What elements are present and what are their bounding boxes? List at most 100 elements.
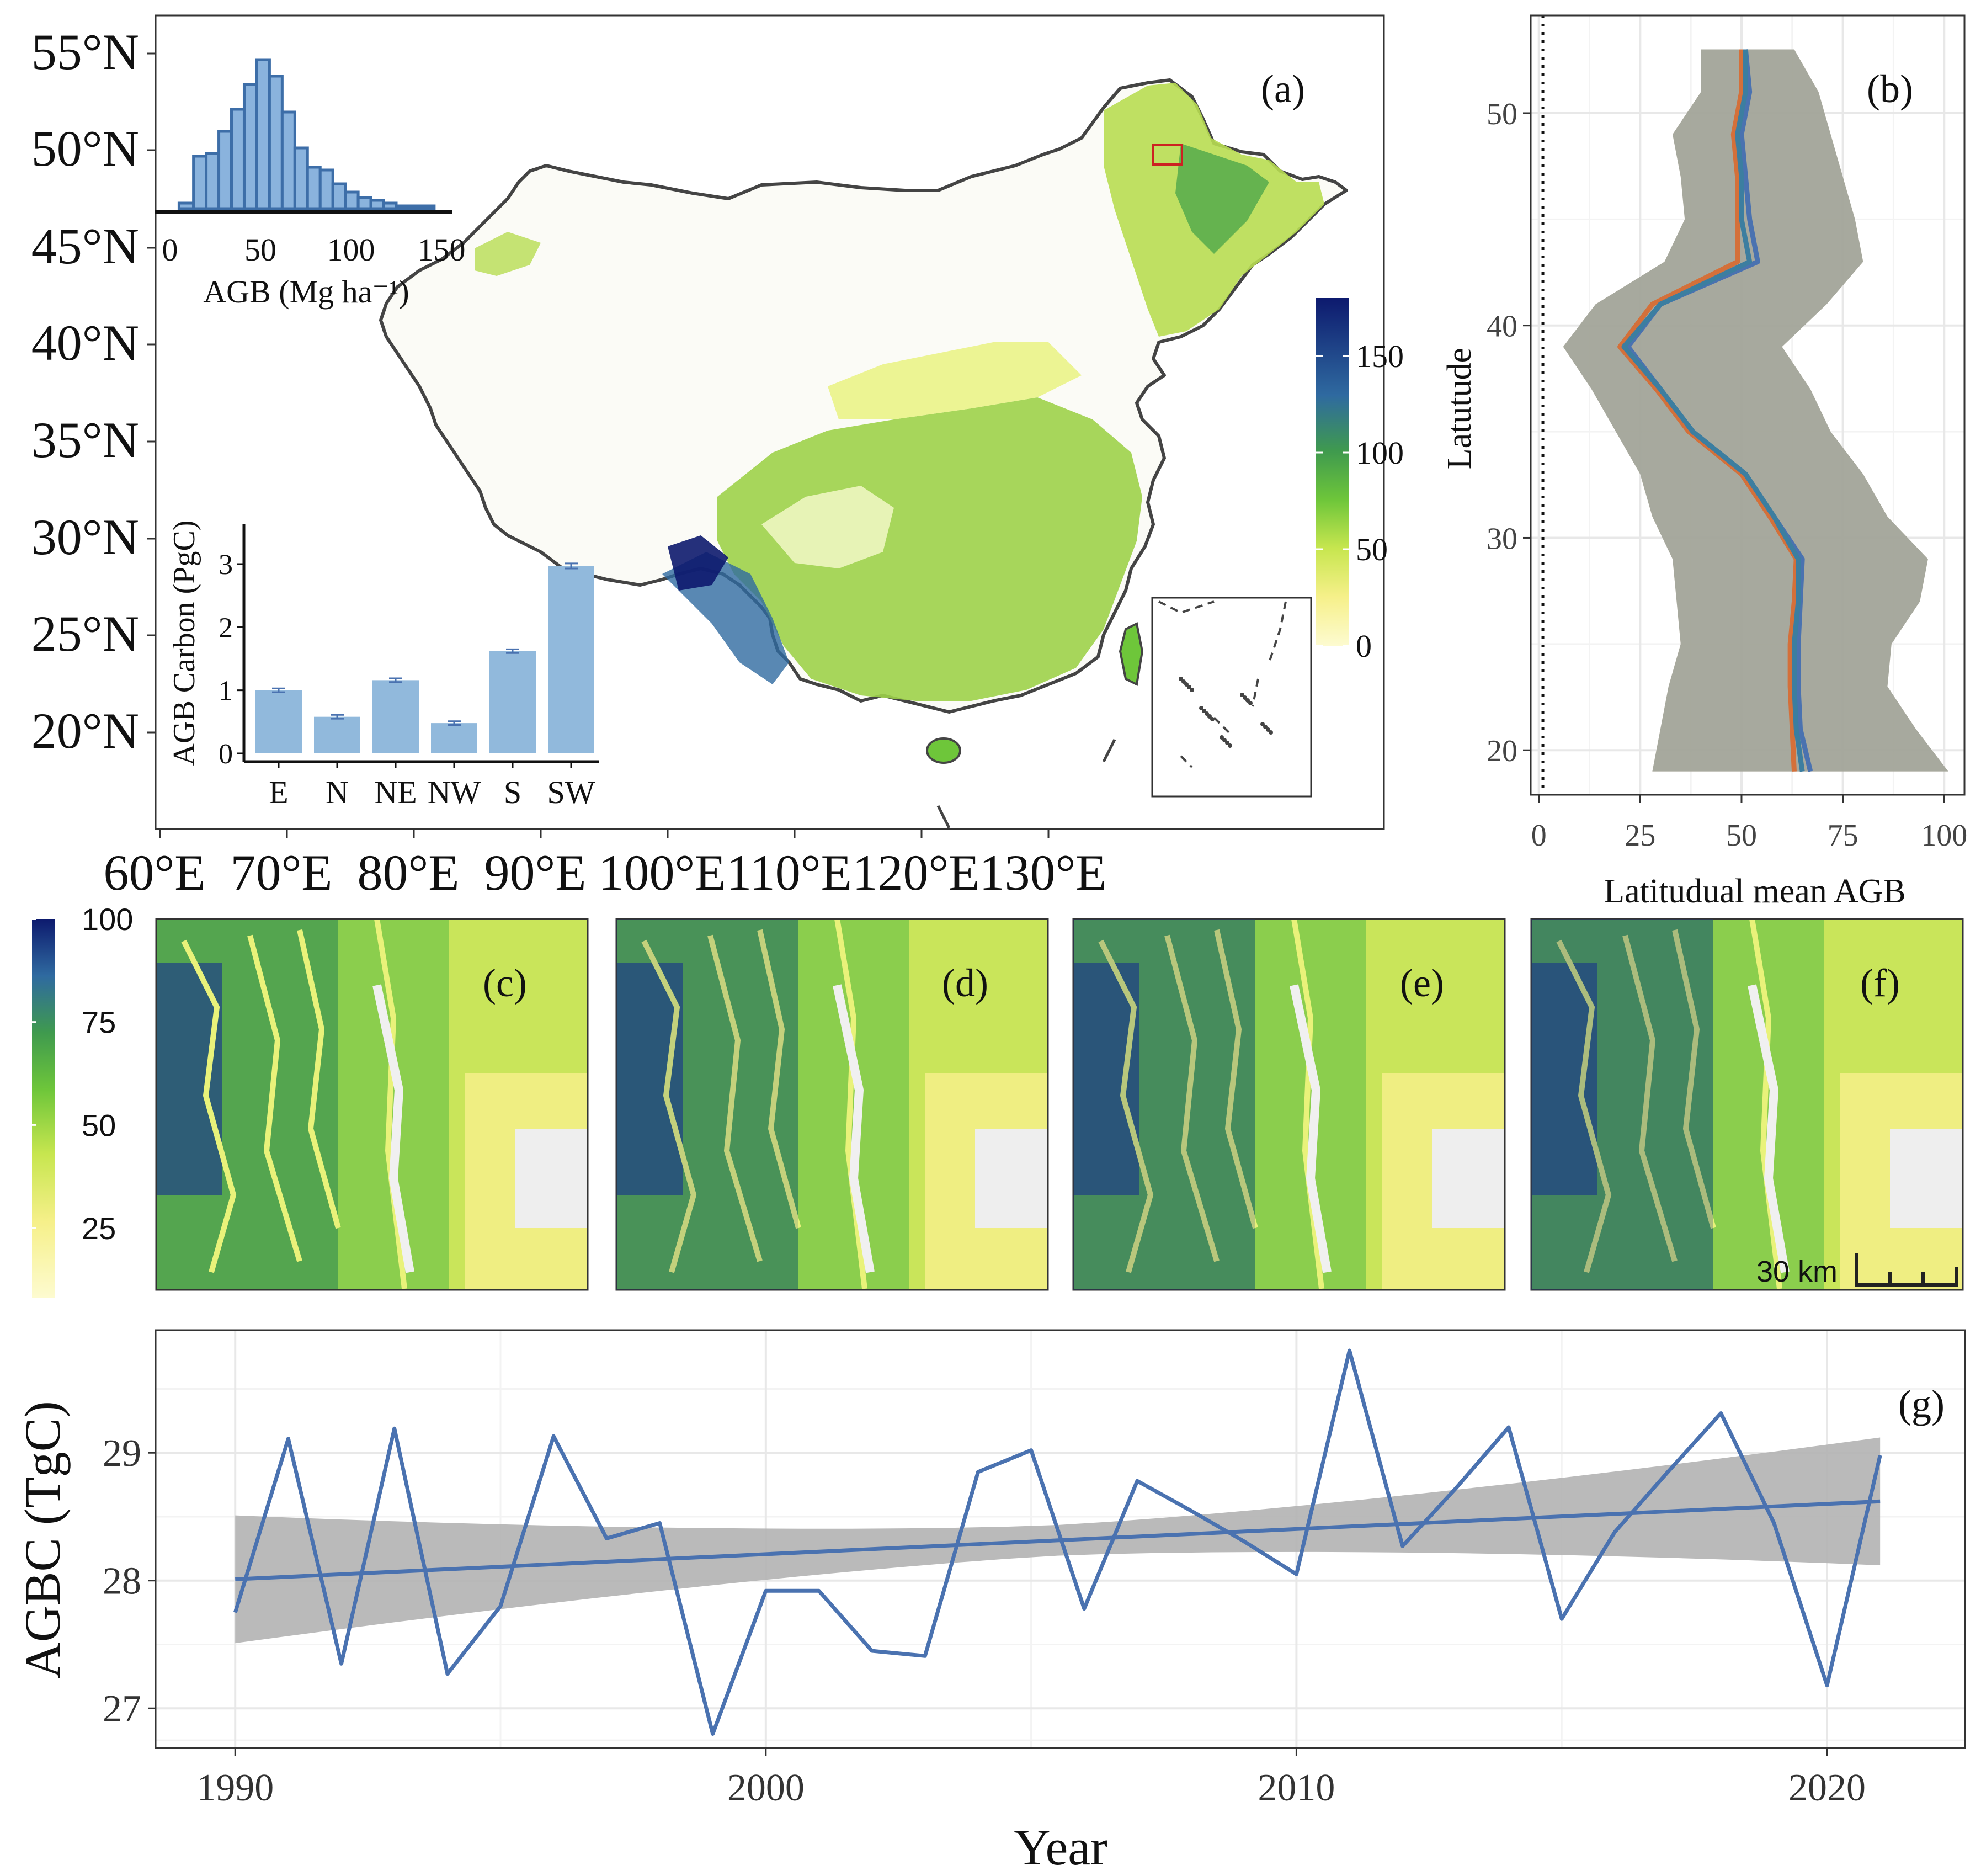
inset-island	[1228, 743, 1232, 748]
bar-inset-bar	[548, 566, 594, 753]
histogram-bar	[318, 168, 334, 210]
bar-inset-category: NE	[374, 774, 417, 810]
inset-coastline	[1158, 600, 1287, 768]
inset-island	[1210, 717, 1215, 721]
inset-island	[1245, 698, 1250, 703]
bar-inset-ytick-label: 0	[219, 738, 233, 770]
inset-island	[1207, 714, 1212, 719]
panel-g-agbc-line	[233, 1348, 1882, 1736]
colorbar-label: 150	[1356, 338, 1404, 374]
cf-map-c: (c)	[155, 918, 589, 1291]
cf-map-tag: (c)	[483, 961, 527, 1005]
cf-map-e: (e)	[1072, 918, 1506, 1291]
panel-b-xtick-label: 0	[1531, 819, 1547, 853]
histogram-xlabel: AGB (Mg ha⁻¹)	[203, 274, 409, 310]
inset-island	[1179, 677, 1183, 681]
inset-island	[1266, 727, 1270, 732]
bar-inset-ytick-label: 3	[219, 549, 233, 581]
bar-inset-errorbar	[448, 720, 461, 726]
panel-g-frame	[155, 1329, 1966, 1749]
histogram-tick-label: 150	[418, 232, 466, 268]
inset-island	[1205, 711, 1209, 716]
panel-b-ylabel: Latutude	[1441, 348, 1478, 469]
lat-tick-label: 55°N	[31, 24, 139, 80]
histogram-bar	[356, 196, 372, 210]
lat-tick-label: 25°N	[31, 605, 139, 662]
cf-map-density-overlay	[1531, 919, 1713, 1290]
inset-island	[1225, 741, 1229, 745]
northeast-dense-forest	[1175, 144, 1269, 254]
cf-colorbar-label: 50	[82, 1108, 116, 1142]
panel-b-line-orange	[1617, 49, 1799, 772]
cf-map-d: (d)	[615, 918, 1049, 1291]
bar-inset-category: SW	[547, 774, 595, 810]
inset-island	[1248, 701, 1253, 705]
histogram-bar	[344, 190, 360, 210]
south-vegetation	[717, 397, 1142, 701]
colorbar-label: 100	[1356, 435, 1404, 471]
bar-inset-errorbar	[506, 648, 519, 654]
inset-island	[1190, 688, 1194, 692]
panel-b-ytick-label: 50	[1487, 97, 1517, 131]
bar-inset-bar	[431, 723, 477, 753]
cf-map-raster	[1530, 918, 1964, 1291]
panel-g-xtick-label: 2020	[1788, 1767, 1866, 1809]
colorbar-label: 0	[1356, 628, 1372, 664]
bar-inset-ytick-label: 1	[219, 676, 233, 707]
study-area-box	[1152, 144, 1183, 166]
bar-inset-bar	[255, 690, 302, 753]
inset-island	[1240, 693, 1244, 697]
histogram-bar	[217, 130, 233, 210]
panel-b-ytick-label: 40	[1487, 310, 1517, 344]
panel-a-map: (a) 55°N 50°N 45°N 40°N 35°N 30°N 25°N 20°N 60°E 7…	[31, 14, 1404, 901]
cf-map-density-overlay	[616, 919, 798, 1290]
histogram-bar	[280, 110, 296, 210]
north-china-vegetation	[828, 342, 1082, 419]
inset-island	[1181, 679, 1186, 684]
bar-inset-category: E	[269, 774, 288, 810]
cf-map-raster	[1072, 918, 1506, 1291]
histogram-bar	[205, 152, 221, 210]
panel-b-latitude-profile: 0 25 50 75 100 20 30 40 50 Latitudual mean AGB Lat…	[1441, 14, 1967, 910]
panel-g-ylabel: AGBC (TgC)	[14, 1401, 71, 1678]
inset-island	[1263, 725, 1268, 729]
panel-b-tag: (b)	[1867, 67, 1913, 111]
histogram-bar	[420, 204, 436, 210]
histogram-bar	[177, 201, 195, 210]
bar-inset-ytick-label: 2	[219, 612, 233, 644]
hainan	[926, 737, 961, 764]
panel-g-xtick-label: 2000	[727, 1767, 805, 1809]
panel-g-xlabel: Year	[1014, 1819, 1107, 1875]
lat-tick-label: 20°N	[31, 703, 139, 759]
bar-inset-bar	[489, 651, 536, 753]
bar-inset-category: S	[504, 774, 521, 810]
panel-g-ytick-label: 28	[103, 1560, 141, 1603]
histogram-tick-label: 100	[327, 232, 375, 268]
histogram-bar	[369, 199, 385, 210]
panel-g-xtick-label: 2010	[1258, 1767, 1335, 1809]
southeast-tibet-dense-forest	[668, 535, 728, 591]
histogram-bar	[407, 204, 423, 210]
panel-b-ribbon	[1563, 49, 1948, 772]
panel-b-xtick-label: 75	[1828, 819, 1858, 853]
panel-b-xtick-label: 25	[1625, 819, 1655, 853]
histogram-bar	[230, 108, 246, 210]
inset-island	[1220, 735, 1224, 740]
colorbar-label: 50	[1356, 532, 1388, 567]
histogram-bar	[382, 201, 398, 210]
lat-tick-label: 30°N	[31, 509, 139, 565]
lon-tick-label: 90°E	[484, 844, 587, 901]
panel-g-ytick-label: 27	[103, 1688, 141, 1730]
inset-island	[1222, 738, 1227, 742]
panels-c-to-f-maps: 100 75 50 25 (c) (d) (e) (f) 30 km	[32, 902, 1964, 1298]
panel-b-xlabel: Latitudual mean AGB	[1604, 873, 1906, 910]
histogram-bar	[192, 155, 208, 210]
inset-island	[1202, 709, 1206, 713]
cf-colorbar	[32, 919, 55, 1298]
bar-inset-category: NW	[428, 774, 481, 810]
panel-b-line-teal	[1621, 49, 1805, 772]
histogram-bar	[268, 75, 284, 210]
bar-inset-bar	[314, 716, 360, 753]
inset-island	[1199, 706, 1203, 710]
